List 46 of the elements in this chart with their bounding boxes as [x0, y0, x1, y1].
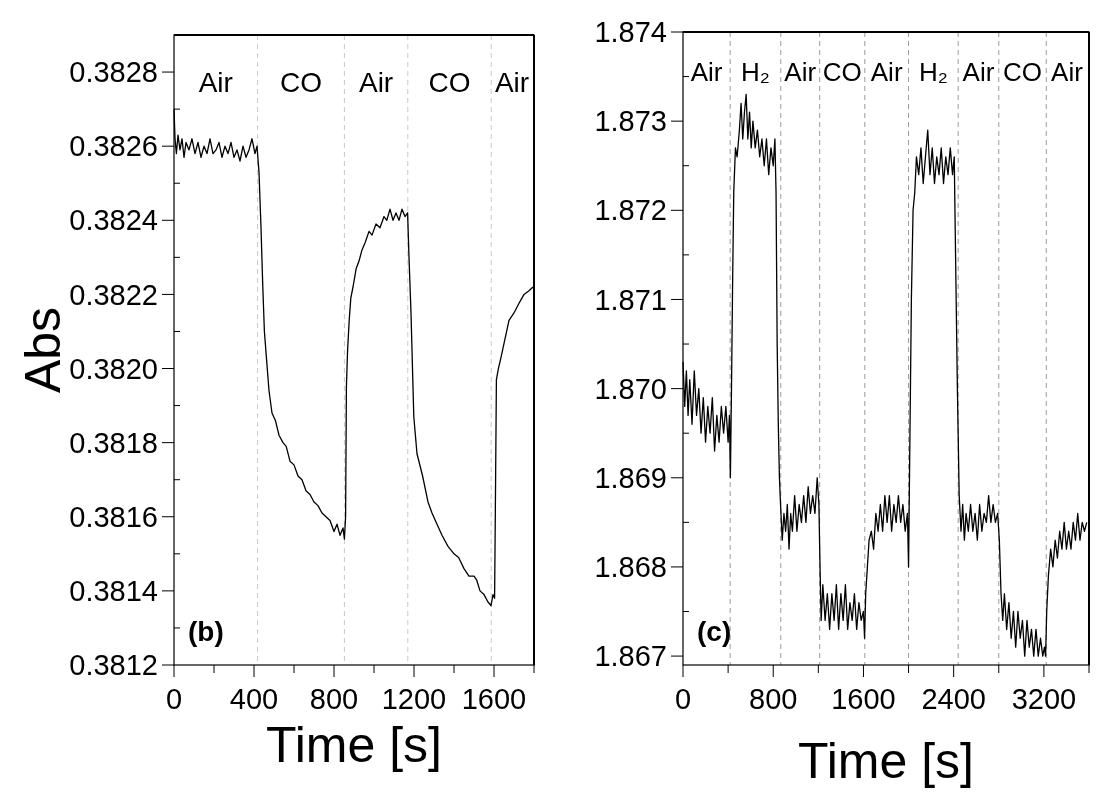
annotation: (c): [697, 616, 732, 647]
annotation: Air: [494, 66, 530, 98]
x-tick-label: 1600: [461, 683, 527, 715]
y-tick-label: 0.3824: [69, 204, 158, 237]
y-tick-label: 1.867: [594, 640, 667, 673]
y-axis-title: Abs: [14, 306, 71, 394]
annotation: (b): [188, 616, 224, 647]
y-tick-label: 0.3828: [69, 56, 158, 89]
y-tick-label: 0.3812: [69, 649, 158, 682]
x-tick-label: 0: [165, 683, 183, 715]
y-tick-label: 0.3822: [69, 278, 158, 311]
annotation: CO: [1003, 57, 1043, 88]
y-tick-label: 1.870: [594, 372, 667, 405]
annotation: H₂: [918, 57, 948, 88]
x-tick-label: 1200: [381, 683, 447, 715]
annotation: Air: [784, 57, 817, 88]
x-axis-title: Time [s]: [798, 732, 974, 789]
x-tick-label: 800: [749, 683, 798, 715]
y-tick-label: 1.868: [594, 551, 667, 584]
y-tick-label: 0.3818: [69, 426, 158, 459]
y-tick-label: 1.872: [594, 194, 667, 227]
annotation: H₂: [741, 57, 770, 88]
x-tick-label: 400: [229, 683, 279, 715]
y-tick-label: 0.3826: [69, 130, 158, 163]
y-tick-label: 1.874: [594, 16, 667, 49]
annotation: Air: [198, 66, 233, 98]
y-tick-label: 1.871: [594, 283, 667, 316]
x-tick-label: 0: [674, 683, 692, 715]
y-tick-label: 0.3820: [69, 352, 158, 385]
y-tick-label: 1.869: [594, 461, 667, 494]
annotation: Air: [358, 66, 394, 98]
x-tick-label: 2400: [921, 683, 986, 715]
annotation: Air: [870, 57, 903, 88]
x-tick-label: 800: [309, 683, 359, 715]
annotation: Air: [690, 57, 723, 88]
y-tick-label: 1.873: [594, 105, 667, 138]
x-tick-label: 1600: [831, 683, 896, 715]
annotation: CO: [822, 57, 862, 88]
x-tick-label: 3200: [1011, 683, 1077, 715]
annotation: Air: [1051, 57, 1084, 88]
annotation: Air: [962, 57, 995, 88]
y-tick-label: 0.3816: [69, 500, 158, 533]
annotation: CO: [280, 66, 322, 98]
x-axis-title: Time [s]: [266, 716, 442, 773]
y-tick-label: 0.3814: [69, 575, 158, 608]
annotation: CO: [428, 66, 471, 98]
